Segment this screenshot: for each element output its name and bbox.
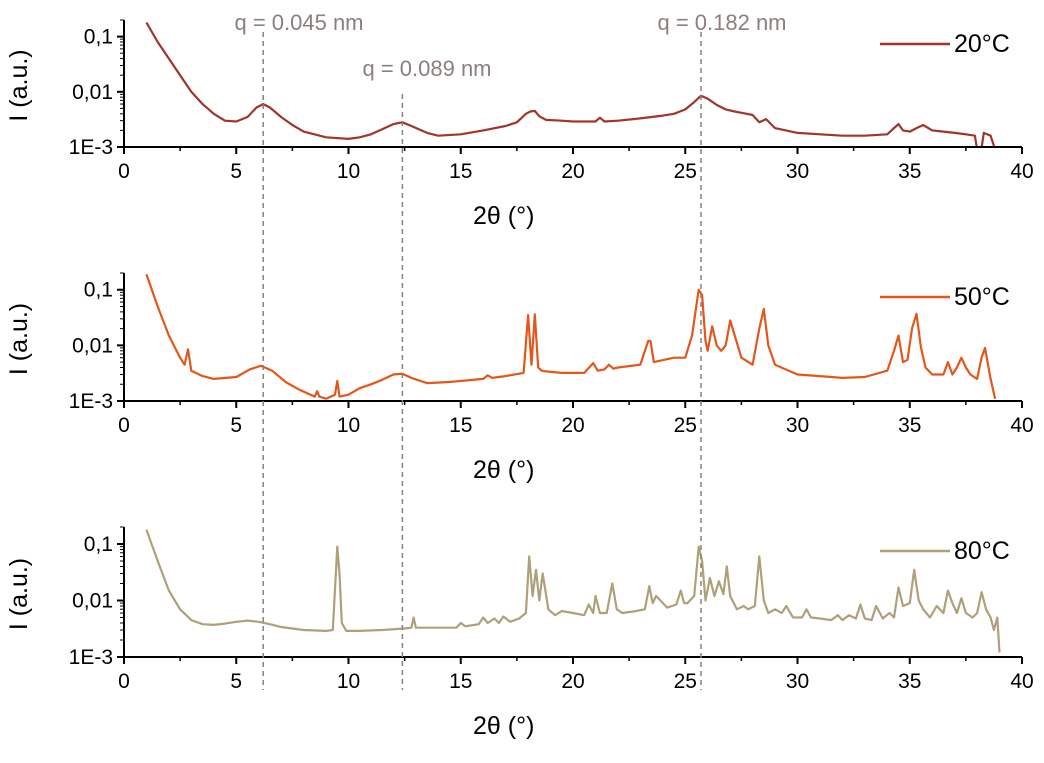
annotation-label: q = 0.182 nm <box>657 10 786 35</box>
x-tick-label: 35 <box>898 414 921 437</box>
y-tick-label: 1E-3 <box>69 390 113 413</box>
x-axis-title: 2θ (°) <box>473 712 534 740</box>
panel-1: 0 5 10 15 20 25 30 35 40 1E-3 0,01 0,1 2θ (°) I (a.u.… <box>5 19 1034 230</box>
legend-label: 80°C <box>954 537 1010 565</box>
x-tick-label: 30 <box>786 414 809 437</box>
annotation-label: q = 0.089 nm <box>362 56 491 81</box>
x-tick-label: 5 <box>230 670 242 693</box>
legend-label: 20°C <box>954 30 1010 58</box>
x-tick-label: 20 <box>561 160 584 183</box>
x-tick-label: 40 <box>1010 160 1033 183</box>
x-tick-label: 20 <box>561 670 584 693</box>
y-axis-title: I (a.u.) <box>5 558 33 630</box>
x-tick-label: 25 <box>674 670 697 693</box>
x-tick-label: 10 <box>337 160 360 183</box>
x-tick-label: 10 <box>337 670 360 693</box>
x-tick-label: 5 <box>230 414 242 437</box>
x-tick-label: 25 <box>674 414 697 437</box>
x-axis-title: 2θ (°) <box>473 456 534 484</box>
x-tick-label: 35 <box>898 670 921 693</box>
y-tick-label: 1E-3 <box>69 646 113 669</box>
annotation-label: q = 0.045 nm <box>234 10 363 35</box>
x-tick-label: 40 <box>1010 414 1033 437</box>
y-axis-title: I (a.u.) <box>5 49 33 121</box>
x-tick-label: 15 <box>449 414 472 437</box>
x-tick-label: 30 <box>786 670 809 693</box>
x-tick-label: 10 <box>337 414 360 437</box>
y-tick-label: 0,1 <box>84 26 113 49</box>
x-tick-label: 35 <box>898 160 921 183</box>
y-tick-label: 0,1 <box>84 533 113 556</box>
y-tick-label: 0,01 <box>72 334 113 357</box>
panel-2: 0 5 10 15 20 25 30 35 40 1E-3 0,01 0,1 2θ (°) I (a.u.… <box>5 272 1034 484</box>
x-tick-label: 40 <box>1010 670 1033 693</box>
panel-3: 0 5 10 15 20 25 30 35 40 1E-3 0,01 0,1 2θ (°) I (a.u.… <box>5 526 1034 740</box>
series-line <box>145 21 996 146</box>
x-tick-label: 15 <box>449 160 472 183</box>
y-tick-label: 0,01 <box>72 590 113 613</box>
y-tick-label: 0,1 <box>84 279 113 302</box>
x-tick-label: 0 <box>118 160 130 183</box>
x-axis-title: 2θ (°) <box>473 202 534 230</box>
series-line <box>145 273 997 400</box>
y-tick-label: 0,01 <box>72 81 113 104</box>
legend-label: 50°C <box>954 283 1010 311</box>
x-tick-label: 30 <box>786 160 809 183</box>
y-axis-title: I (a.u.) <box>5 303 33 375</box>
x-tick-label: 15 <box>449 670 472 693</box>
x-tick-label: 0 <box>118 414 130 437</box>
series-line <box>145 529 1001 653</box>
x-tick-label: 20 <box>561 414 584 437</box>
x-tick-label: 25 <box>674 160 697 183</box>
y-tick-label: 1E-3 <box>69 136 113 159</box>
x-tick-label: 5 <box>230 160 242 183</box>
x-tick-label: 0 <box>118 670 130 693</box>
